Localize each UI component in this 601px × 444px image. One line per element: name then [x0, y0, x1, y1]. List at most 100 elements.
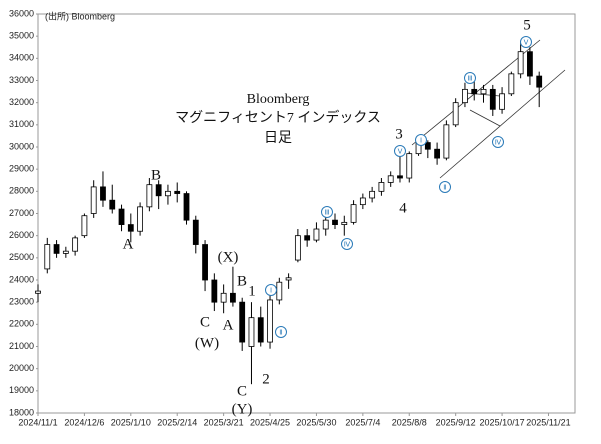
candle-body: [378, 182, 385, 192]
y-tick-label: 23000: [9, 297, 34, 307]
candle-body: [146, 184, 153, 208]
wave-numeral: Ⅲ: [325, 209, 330, 216]
wave-label: A: [223, 317, 234, 333]
y-tick-label: 32000: [9, 97, 34, 107]
x-tick-label: 2025/5/30: [296, 417, 336, 427]
x-tick-label: 2025/9/12: [436, 417, 476, 427]
wave-circle: [394, 145, 406, 157]
candle-body: [90, 186, 97, 214]
source-note: (出所) Bloomberg: [45, 10, 115, 21]
candle-body: [424, 142, 431, 150]
candle-body: [536, 75, 543, 88]
candle-body: [165, 190, 171, 197]
wave-circle: [321, 206, 333, 218]
candle-body: [462, 88, 468, 104]
candle-body: [100, 186, 106, 201]
candle-body: [53, 244, 60, 254]
wave-label: 1: [248, 283, 256, 299]
y-tick-label: 36000: [9, 8, 34, 18]
candle-body: [313, 228, 320, 241]
candle-body: [452, 102, 459, 126]
y-tick-label: 26000: [9, 230, 34, 240]
candle-body: [471, 88, 478, 95]
candle-body: [211, 279, 218, 303]
candle-body: [294, 235, 301, 261]
x-tick-label: 2025/10/17: [480, 417, 525, 427]
candle-body: [72, 237, 79, 252]
candle-body: [527, 51, 533, 77]
wave-label: (Y): [232, 401, 253, 417]
wave-label: 2: [262, 371, 270, 387]
y-tick-label: 31000: [9, 119, 34, 129]
candle-body: [276, 281, 283, 301]
candle-body: [499, 93, 505, 110]
candle-body: [202, 244, 208, 281]
y-tick-label: 35000: [9, 31, 34, 41]
candle-body: [304, 235, 311, 241]
y-tick-label: 29000: [9, 164, 34, 174]
candle-body: [183, 193, 190, 221]
wave-circle: [275, 326, 287, 338]
wave-circle: [415, 134, 427, 146]
candle-body: [81, 215, 88, 237]
candle-body: [508, 73, 515, 95]
candle-body: [220, 292, 227, 303]
y-tick-label: 34000: [9, 53, 34, 63]
wave-label: B: [151, 167, 161, 183]
wave-label: 3: [395, 126, 403, 142]
candle-body: [155, 184, 162, 197]
wave-label: 5: [523, 17, 531, 33]
x-tick-label: 2025/11/21: [526, 417, 570, 427]
y-tick-label: 30000: [9, 141, 34, 151]
chart-title: マグニフィセント7 インデックス: [175, 109, 381, 126]
wave-circle: [439, 181, 451, 193]
wave-label: B: [237, 273, 247, 289]
chart-title: 日足: [264, 131, 292, 146]
candle-body: [35, 290, 41, 294]
wave-label: (W): [195, 335, 219, 351]
wave-label: C: [237, 383, 247, 399]
wave-numeral: Ⅱ: [443, 184, 446, 191]
x-tick-label: 2025/2/14: [157, 417, 197, 427]
candle-body: [62, 250, 69, 254]
wave-numeral: Ⅰ: [270, 287, 272, 294]
x-tick-label: 2025/3/21: [204, 417, 244, 427]
plot-frame: [37, 13, 576, 414]
candle-body: [137, 206, 143, 232]
wave-label: C: [200, 314, 210, 330]
candle-body: [434, 148, 441, 159]
candle-body: [443, 124, 450, 159]
wave-label: (X): [218, 249, 239, 265]
y-tick-label: 25000: [9, 252, 34, 262]
wave-circle: [341, 238, 353, 250]
candle-body: [230, 292, 236, 303]
candle-body: [174, 190, 181, 194]
y-tick-label: 33000: [9, 75, 34, 85]
wave-numeral: Ⅲ: [468, 75, 473, 82]
y-tick-label: 28000: [9, 186, 34, 196]
candle-body: [267, 299, 273, 343]
candle-body: [359, 197, 366, 206]
candle-body: [118, 208, 125, 225]
candle-body: [406, 153, 413, 179]
wave-circle: [492, 136, 504, 148]
wave-label: A: [123, 236, 134, 252]
candle-body: [44, 244, 51, 270]
wave-numeral: Ⅴ: [398, 148, 403, 155]
wave-label: 4: [399, 200, 407, 216]
x-tick-label: 2025/4/25: [250, 417, 290, 427]
candle-body: [332, 219, 338, 225]
y-tick-label: 18000: [9, 407, 34, 417]
candle-body: [480, 88, 487, 95]
candle-body: [109, 199, 116, 210]
wave-circle: [520, 36, 532, 48]
wave-circle: [464, 72, 476, 84]
candle-body: [248, 317, 255, 347]
wave-numeral: Ⅳ: [344, 241, 351, 248]
candle-body: [285, 277, 292, 281]
candle-body: [322, 219, 329, 230]
y-tick-label: 20000: [9, 363, 34, 373]
y-tick-label: 22000: [9, 319, 34, 329]
candle-body: [341, 221, 348, 225]
candle-body: [387, 175, 394, 183]
